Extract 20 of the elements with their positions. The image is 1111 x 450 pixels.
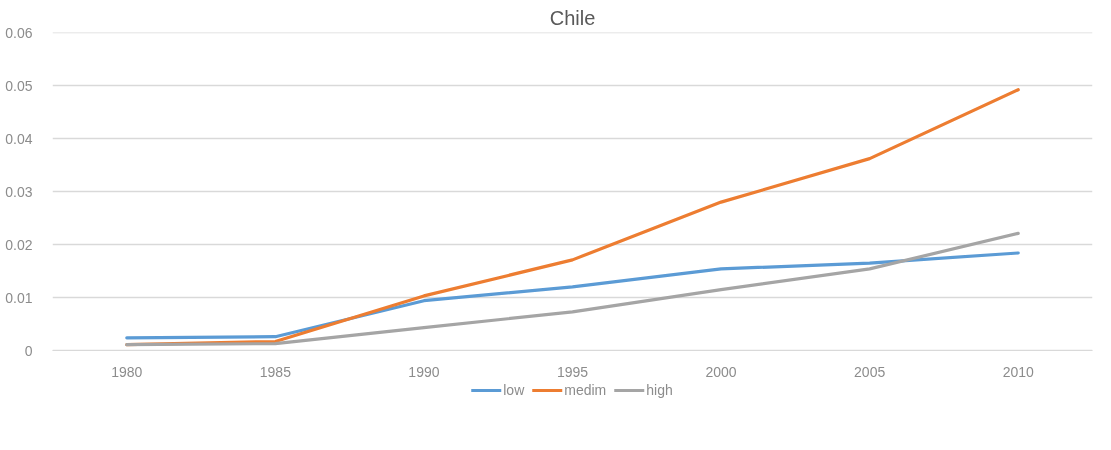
x-tick-label: 1995 (556, 363, 589, 380)
y-tick-label: 0.02 (5, 236, 33, 253)
legend-label: low (503, 382, 525, 398)
y-tick-label: 0.03 (5, 183, 33, 200)
chart-title: Chile (549, 6, 596, 29)
x-tick-label: 2010 (1002, 363, 1034, 380)
x-tick-label: 1985 (259, 363, 292, 380)
y-tick-label: 0 (24, 342, 33, 359)
legend-label: high (646, 382, 673, 398)
y-tick-label: 0.06 (5, 24, 33, 41)
x-tick-label: 2005 (854, 363, 886, 380)
y-tick-label: 0.05 (5, 77, 33, 94)
x-tick-label: 1990 (408, 363, 440, 380)
y-tick-label: 0.01 (5, 289, 33, 306)
line-series (125, 231, 1020, 347)
x-tick-label: 2000 (705, 363, 737, 380)
y-tick-label: 0.04 (5, 130, 33, 147)
legend-label: medim (564, 382, 607, 398)
line-series (125, 251, 1020, 340)
x-tick-label: 1980 (111, 363, 143, 380)
